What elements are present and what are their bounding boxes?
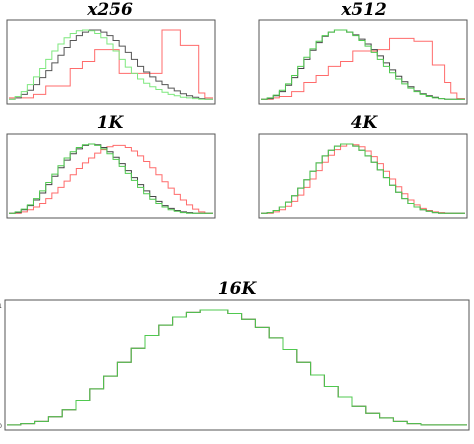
chart-title-4k: 4K bbox=[350, 113, 378, 133]
plot-frame-0 bbox=[6, 19, 216, 105]
series-line-0-2 bbox=[9, 29, 213, 100]
plot-frame-1 bbox=[258, 19, 468, 105]
plot-frame-3 bbox=[258, 133, 468, 219]
chart-title-x512: x512 bbox=[341, 0, 387, 20]
series-line-4-2 bbox=[7, 309, 467, 426]
series-line-1-2 bbox=[261, 29, 465, 100]
chart-title-16k: 16K bbox=[217, 279, 257, 299]
series-line-0-1 bbox=[9, 29, 213, 100]
y-tick-label-0: 0 bbox=[0, 423, 2, 430]
chart-title-x256: x256 bbox=[87, 0, 133, 20]
series-line-2-2 bbox=[9, 143, 213, 214]
series-line-1-0 bbox=[261, 37, 465, 100]
plot-frame-4 bbox=[4, 299, 470, 431]
series-line-0-0 bbox=[9, 29, 213, 99]
chart-title-1k: 1K bbox=[96, 113, 124, 133]
series-line-3-2 bbox=[261, 143, 465, 214]
series-line-2-0 bbox=[9, 144, 213, 214]
y-tick-label-1: 1 bbox=[0, 303, 2, 310]
